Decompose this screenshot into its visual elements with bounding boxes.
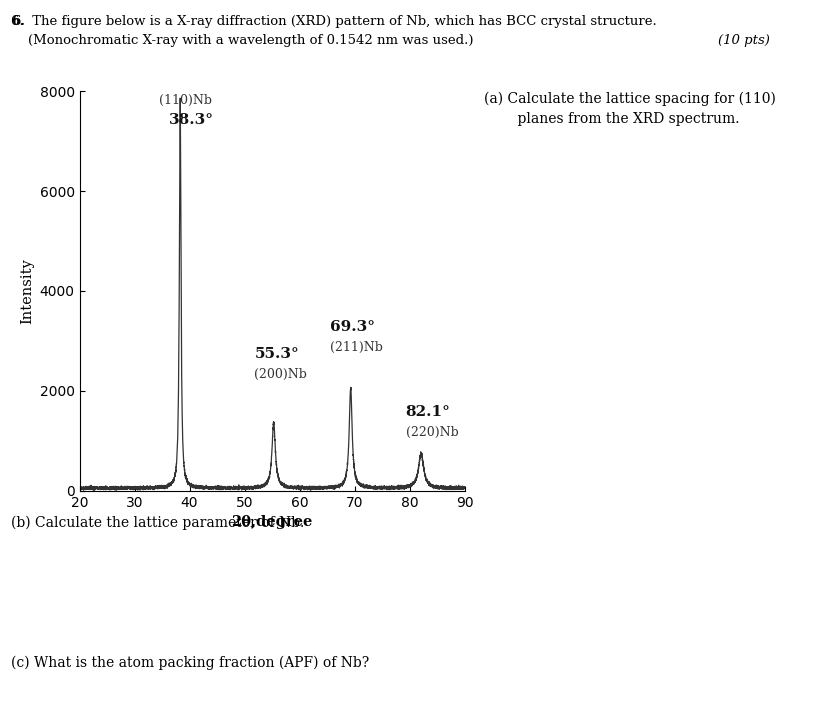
Text: (110)Nb: (110)Nb [159, 94, 212, 107]
X-axis label: 2θ,degree: 2θ,degree [231, 515, 313, 529]
Text: 69.3°: 69.3° [329, 320, 375, 334]
Text: (Monochromatic X-ray with a wavelength of 0.1542 nm was used.): (Monochromatic X-ray with a wavelength o… [11, 34, 473, 47]
Text: (a) Calculate the lattice spacing for (110): (a) Calculate the lattice spacing for (1… [483, 91, 775, 106]
Text: (b) Calculate the lattice parameter of Nb.: (b) Calculate the lattice parameter of N… [11, 516, 303, 531]
Text: 55.3°: 55.3° [254, 347, 298, 361]
Text: 6.: 6. [11, 15, 25, 29]
Text: 82.1°: 82.1° [405, 404, 450, 418]
Y-axis label: Intensity: Intensity [20, 258, 34, 324]
Text: 6.  The figure below is a X-ray diffraction (XRD) pattern of Nb, which has BCC c: 6. The figure below is a X-ray diffracti… [11, 15, 656, 29]
Text: (220)Nb: (220)Nb [405, 426, 458, 439]
Text: 38.3°: 38.3° [168, 113, 213, 127]
Text: (200)Nb: (200)Nb [254, 368, 307, 381]
Text: planes from the XRD spectrum.: planes from the XRD spectrum. [499, 112, 738, 126]
Text: (211)Nb: (211)Nb [329, 341, 382, 354]
Text: (10 pts): (10 pts) [717, 34, 769, 47]
Text: (c) What is the atom packing fraction (APF) of Nb?: (c) What is the atom packing fraction (A… [11, 655, 369, 670]
